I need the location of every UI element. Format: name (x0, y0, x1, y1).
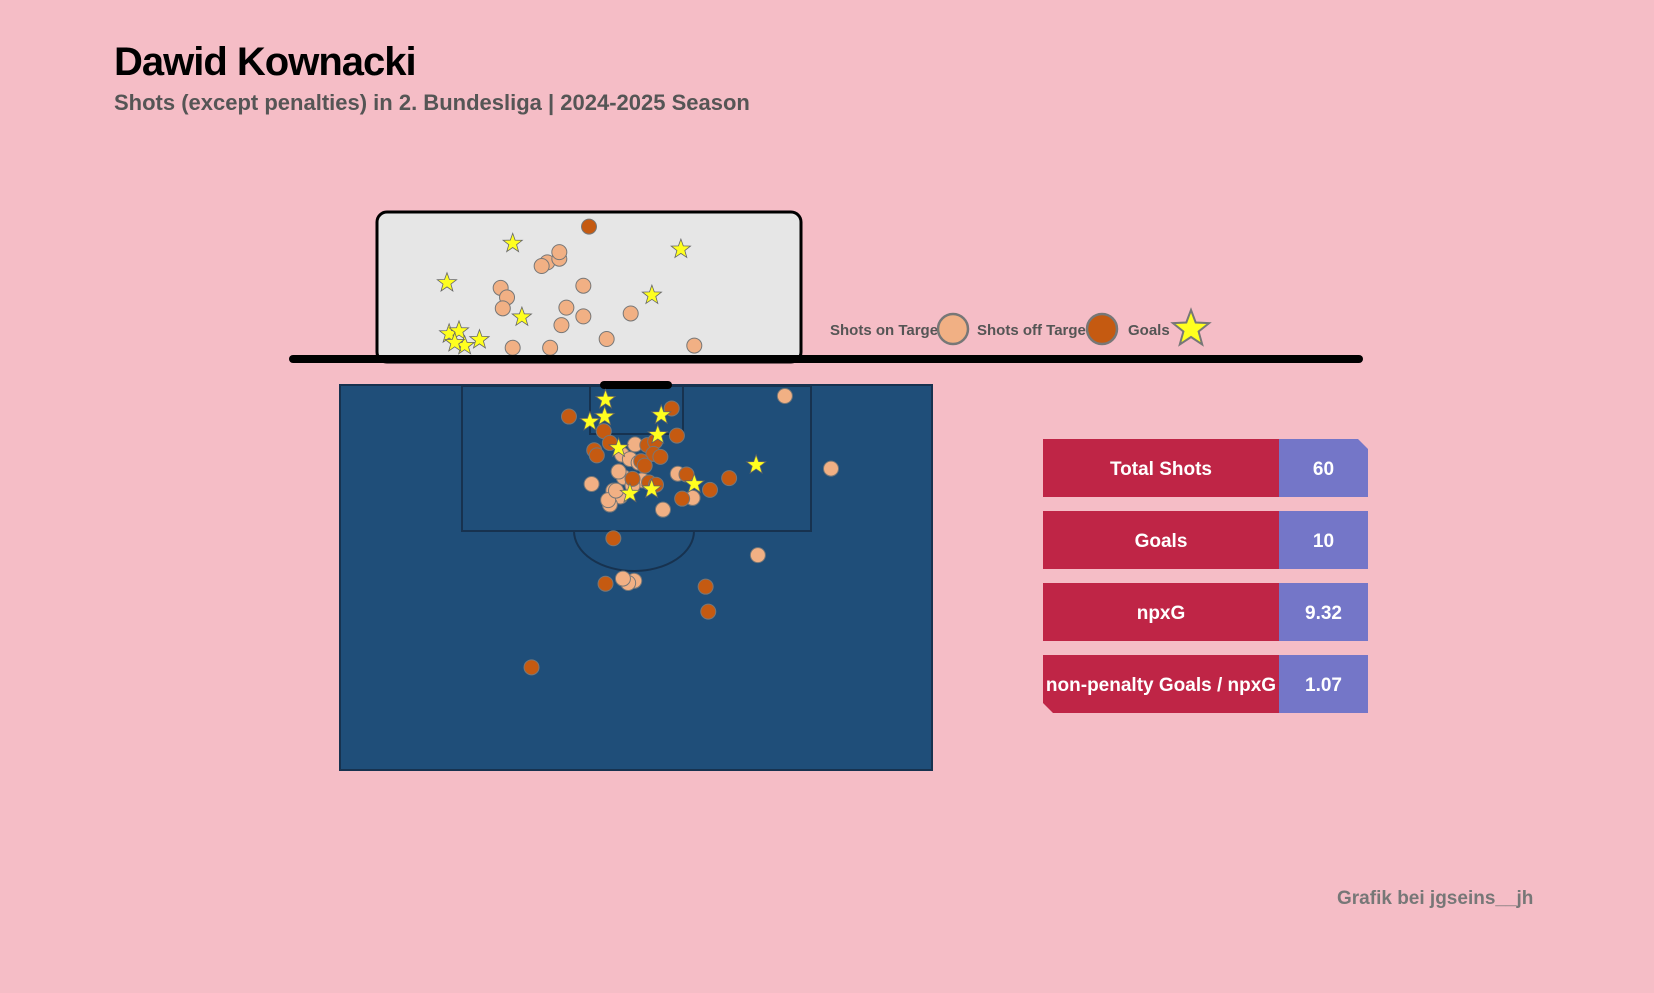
pitch-off-target-mark (674, 490, 691, 507)
legend-goal-label: Goals (1128, 322, 1170, 339)
stat-row: npxG 9.32 (1043, 583, 1368, 641)
pitch-off-target-mark (700, 603, 717, 620)
stat-value: 60 (1313, 459, 1334, 480)
stat-label-box (1043, 511, 1279, 569)
stat-label: Goals (1135, 531, 1188, 552)
goal-mouth-on-target-mark (622, 305, 639, 322)
stat-label: non-penalty Goals / npxG (1046, 675, 1276, 696)
stat-label-box (1043, 583, 1279, 641)
pitch-off-target-mark (636, 457, 653, 474)
pitch-off-target-mark (721, 470, 738, 487)
goal-mouth-goal-mark (511, 305, 533, 327)
stat-row: Goals 10 (1043, 511, 1368, 569)
stat-value: 1.07 (1305, 675, 1342, 696)
goal-mouth-off-target-mark (581, 218, 597, 235)
pitch-goal-mark (619, 482, 641, 503)
pitch-off-target-mark (702, 481, 718, 498)
goal-mouth-on-target-mark (575, 277, 592, 294)
pitch-goal-mark (579, 410, 601, 431)
page-subtitle: Shots (except penalties) in 2. Bundeslig… (114, 90, 750, 115)
pitch-on-target-mark (614, 570, 631, 587)
legend-off-target-label: Shots off Target (977, 322, 1091, 339)
stat-value: 9.32 (1305, 603, 1342, 624)
legend-off-target-marker (1085, 312, 1119, 346)
goal-mouth-goal-mark (443, 331, 466, 352)
pitch-goal-mark (683, 472, 706, 494)
pitch-off-target-mark (678, 466, 695, 483)
pitch-off-target-mark (652, 448, 669, 465)
goal-mouth-goal-mark (501, 232, 524, 253)
pitch-goal-mark (646, 423, 669, 445)
pitch-off-target-mark (697, 578, 714, 595)
goal-mouth-on-target-mark (575, 308, 592, 325)
pitch-goal-mark (607, 436, 630, 458)
stat-label-box (1043, 655, 1279, 713)
pitch-off-target-mark (624, 470, 641, 487)
goal-mouth-on-target-mark (598, 331, 615, 348)
goal-mouth-on-target-mark (558, 299, 575, 316)
legend-on-target-label: Shots on Target (830, 322, 943, 339)
stat-value-box (1279, 439, 1368, 497)
goal-mouth-on-target-mark (504, 339, 521, 356)
goal-mouth-goal-mark (436, 271, 458, 292)
pitch-on-target-mark (749, 547, 766, 564)
pitch-on-target-mark (654, 501, 671, 518)
pitch-off-target-mark (588, 447, 605, 464)
pitch-off-target-mark (560, 408, 577, 425)
stat-value-box (1279, 583, 1368, 641)
stat-row: non-penalty Goals / npxG 1.07 (1043, 655, 1368, 713)
goal-mouth-goal-mark (448, 319, 470, 341)
stat-value-box (1279, 655, 1368, 713)
goal-mouth-on-target-mark (551, 244, 568, 261)
legend-goal-marker (1170, 307, 1212, 347)
stat-label: Total Shots (1110, 459, 1212, 480)
page-title: Dawid Kownacki (114, 40, 417, 84)
pitch-off-target-mark (668, 427, 685, 444)
stat-row: Total Shots 60 (1043, 439, 1368, 497)
pitch-goal-mark (594, 388, 617, 409)
stat-label: npxG (1137, 603, 1186, 624)
penalty-arc (573, 530, 695, 572)
pitch-goal-mark (745, 453, 767, 475)
stats-panel: Total Shots 60 Goals 10 npxG 9.32 non-penalty … (1043, 439, 1368, 713)
credit-text: Grafik bei jgseins__jh (1337, 888, 1534, 909)
pitch-off-target-mark (523, 659, 540, 676)
goal-mouth-on-target-mark (542, 339, 559, 356)
pitch-goal-mark (593, 405, 616, 426)
goal-mouth-goal-mark (641, 283, 663, 305)
stat-value-box (1279, 511, 1368, 569)
stat-label-box (1043, 439, 1279, 497)
pitch-off-target-mark (597, 575, 614, 592)
pitch-on-target-mark (776, 388, 793, 404)
pitch-goal-mark (640, 477, 663, 499)
pitch-off-target-mark (605, 530, 622, 547)
goal-mouth-on-target-mark (533, 258, 550, 275)
pitch-on-target-mark (610, 463, 627, 480)
pitch-on-target-mark (583, 476, 600, 492)
pitch-goal-mark (650, 403, 673, 425)
pitch-on-target-mark (823, 460, 840, 477)
legend-on-target-marker (936, 312, 970, 346)
stat-value: 10 (1313, 531, 1334, 552)
goal-mouth-goal-mark (670, 237, 692, 259)
goal-mouth-on-target-mark (686, 337, 703, 354)
goal-mouth-on-target-mark (553, 317, 570, 334)
goal-mouth-on-target-mark (494, 300, 511, 317)
goal-mouth-goal-mark (468, 328, 491, 349)
